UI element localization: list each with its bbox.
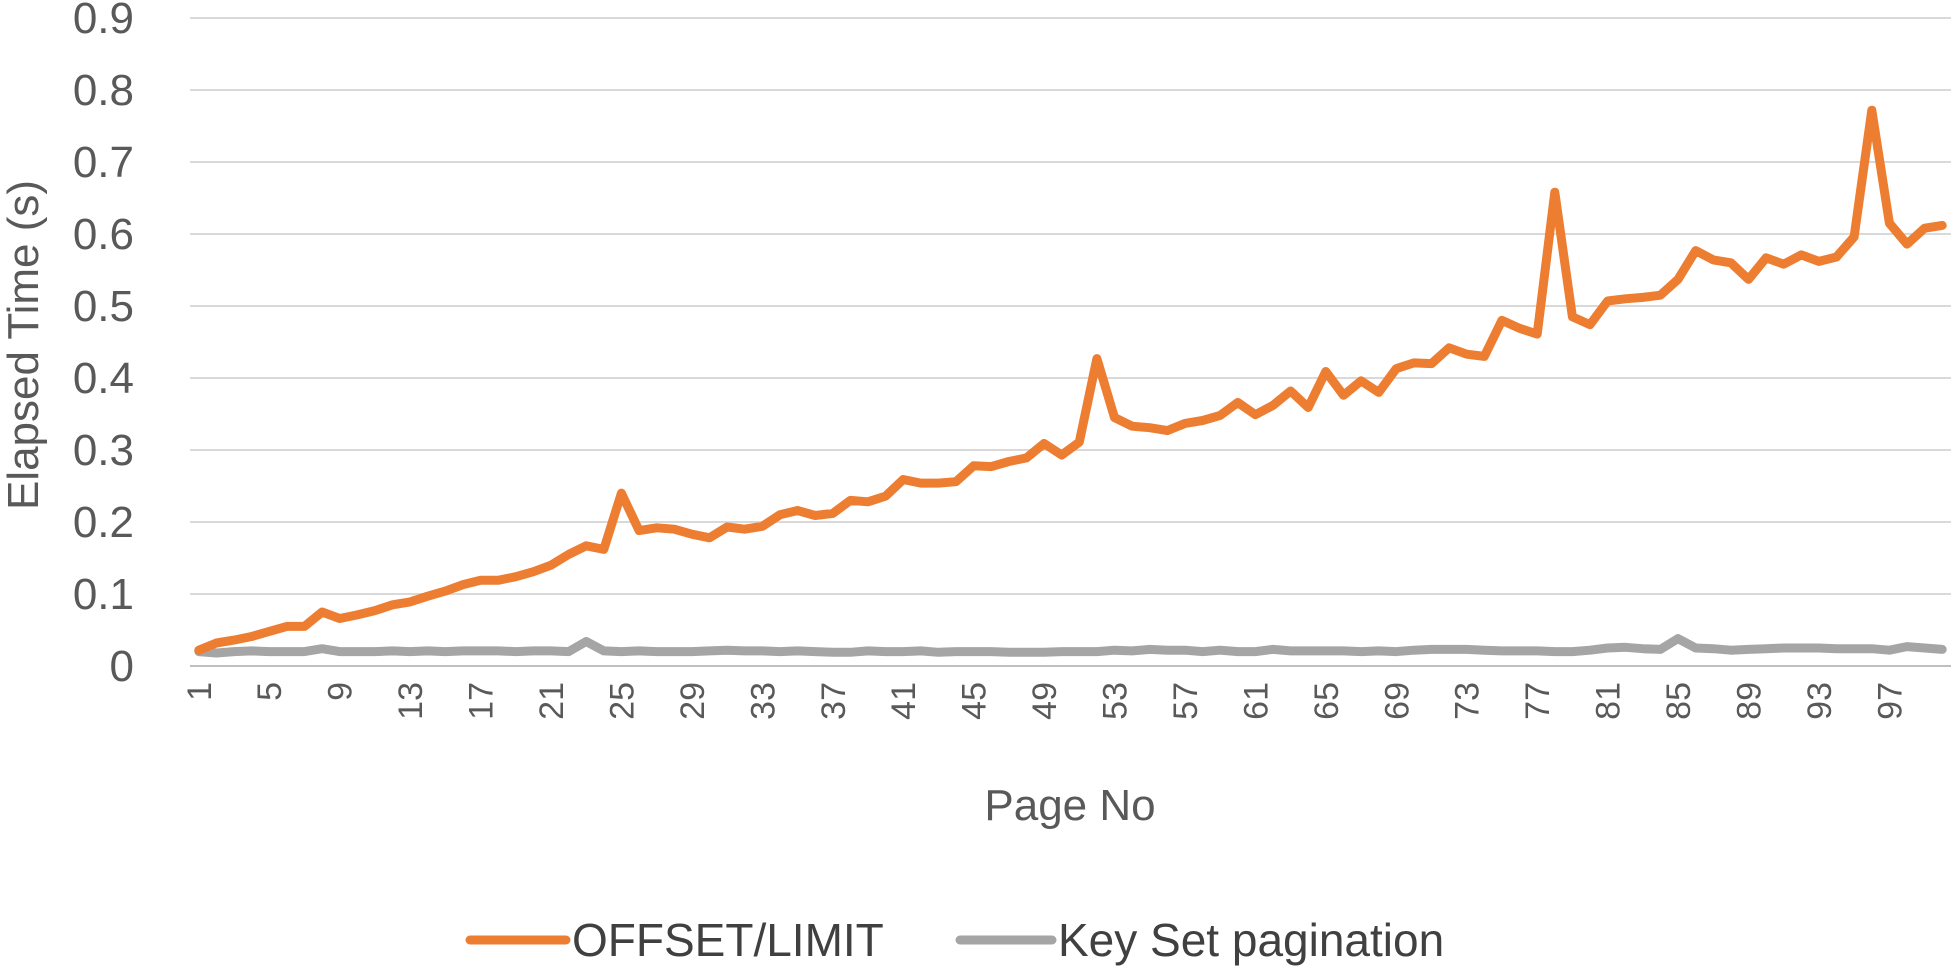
x-tick-label: 49 [1026,682,1064,720]
series-line-offset-limit [194,105,1947,655]
x-tick-label: 41 [885,682,923,720]
y-tick-label: 0.7 [73,138,134,187]
x-tick-label: 25 [603,682,641,720]
series-lines [194,105,1947,658]
x-tick-label: 45 [956,682,994,720]
y-tick-label: 0.5 [73,282,134,331]
x-tick-label: 61 [1237,682,1275,720]
x-tick-label: 89 [1730,682,1768,720]
x-tick-label: 65 [1308,682,1346,720]
y-tick-label: 0.2 [73,498,134,547]
y-tick-label: 0 [110,642,134,691]
x-tick-label: 77 [1519,682,1557,720]
legend: OFFSET/LIMIT Key Set pagination [465,914,1444,966]
x-tick-label: 53 [1097,682,1135,720]
x-tick-label: 29 [674,682,712,720]
x-tick-label: 85 [1660,682,1698,720]
x-tick-label: 57 [1167,682,1205,720]
legend-label-key-set-pagination: Key Set pagination [1058,914,1444,966]
gridlines [190,17,1951,595]
x-tick-label: 9 [322,682,360,701]
series-line-key-set-pagination [194,634,1947,658]
x-tick-label: 69 [1378,682,1416,720]
x-tick-label: 93 [1801,682,1839,720]
x-tick-label: 81 [1590,682,1628,720]
x-tick-label: 13 [392,682,430,720]
x-tick-label: 1 [181,682,219,701]
y-axis-title: Elapsed Time (s) [0,180,48,510]
x-tick-label: 97 [1871,682,1909,720]
x-tick-label: 5 [251,682,289,701]
y-tick-label: 0.4 [73,354,134,403]
x-tick-label: 73 [1449,682,1487,720]
x-tick-label: 21 [533,682,571,720]
x-tick-label: 17 [463,682,501,720]
y-tick-label: 0.3 [73,426,134,475]
y-axis-tick-labels: 0 0.1 0.2 0.3 0.4 0.5 0.6 0.7 0.8 0.9 [73,0,134,691]
y-tick-label: 0.9 [73,0,134,43]
y-tick-label: 0.8 [73,66,134,115]
x-axis-tick-labels: 1 5 9 13 17 21 25 29 33 37 41 45 49 53 57 61 65 69 73 77 81 8… [181,682,1910,720]
y-tick-label: 0.1 [73,570,134,619]
y-tick-label: 0.6 [73,210,134,259]
legend-label-offset-limit: OFFSET/LIMIT [572,914,884,966]
x-tick-label: 37 [815,682,853,720]
x-tick-label: 33 [744,682,782,720]
x-axis-title: Page No [984,781,1155,830]
